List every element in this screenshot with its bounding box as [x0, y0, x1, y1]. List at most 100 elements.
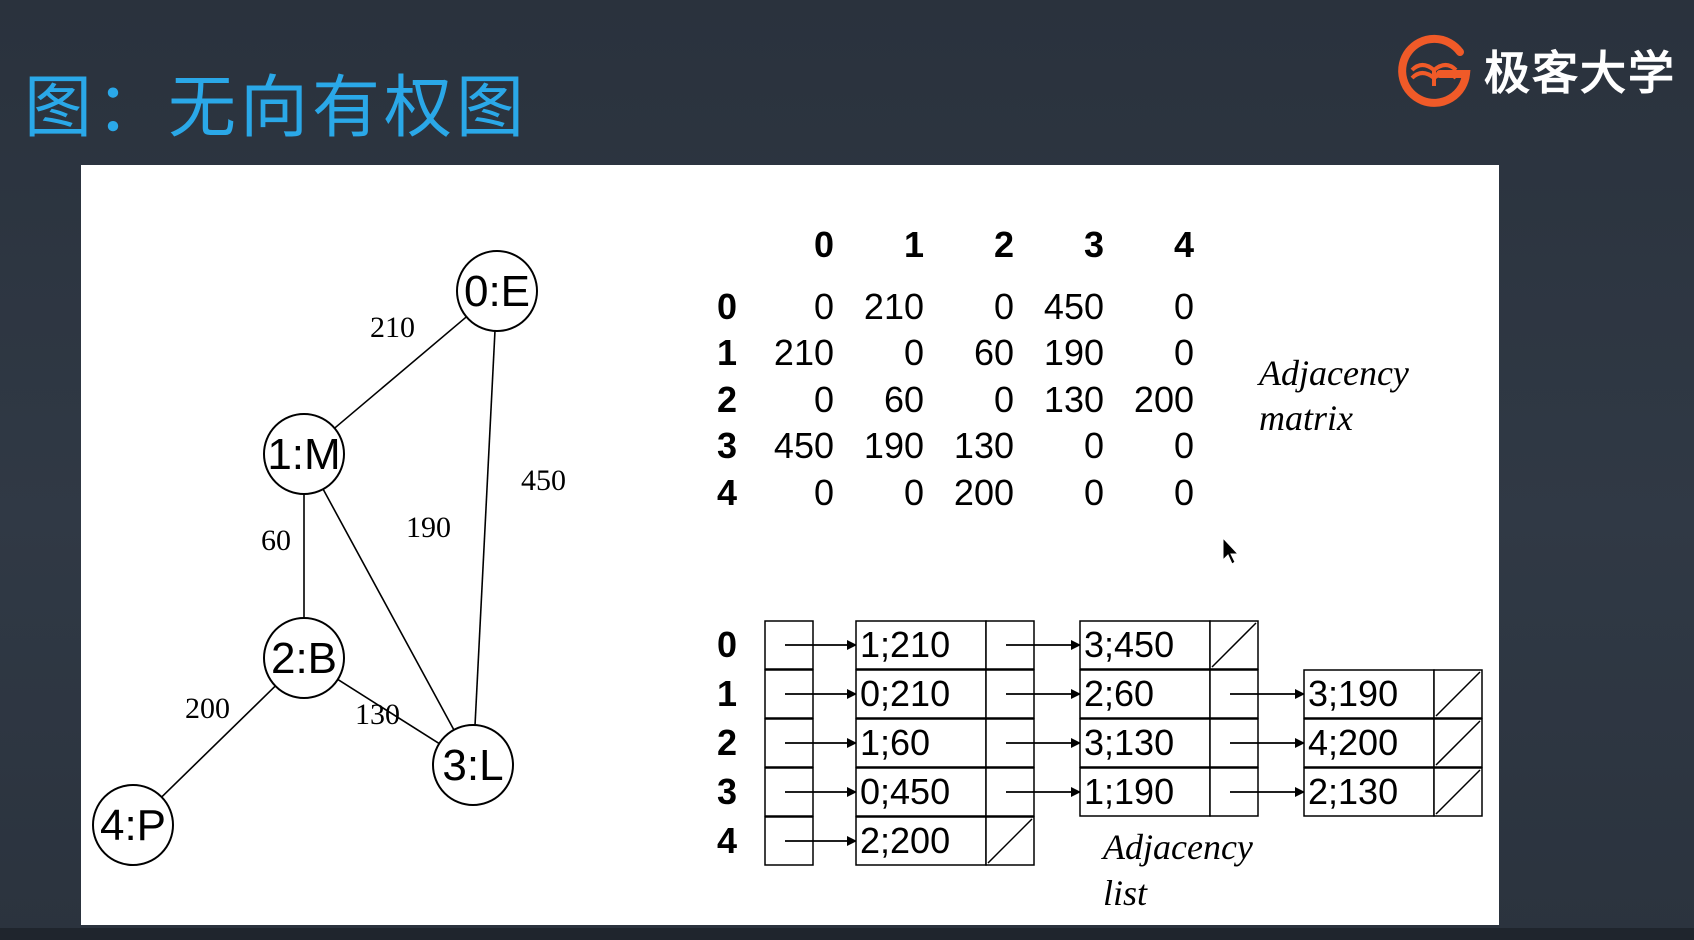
matrix-cell: 210: [774, 332, 834, 373]
null-pointer-slash: [987, 818, 1033, 864]
brand-name: 极客大学: [1484, 46, 1676, 100]
matrix-col-header: 3: [1084, 224, 1104, 265]
matrix-cell: 0: [994, 379, 1014, 420]
matrix-cell: 200: [954, 472, 1014, 513]
list-node-value: [1303, 718, 1435, 768]
list-node-text: 4;200: [1308, 722, 1398, 763]
list-caption: list: [1103, 873, 1148, 913]
graph-drawing: 210 450 60 190 130 200 0:E 1:M 2:B 3:L 4:P: [92, 250, 566, 866]
list-node-value: [1303, 669, 1435, 719]
matrix-row-header: 0: [717, 286, 737, 327]
graph-edge: [337, 678, 440, 745]
matrix-cell: 0: [904, 332, 924, 373]
list-row-label: 3: [717, 771, 737, 812]
list-node-value: [1079, 620, 1211, 670]
graph-node: [263, 617, 345, 699]
list-node-text: 3;130: [1084, 722, 1174, 763]
matrix-cell: 450: [774, 425, 834, 466]
list-node-text: 0;450: [860, 771, 950, 812]
matrix-row-header: 2: [717, 379, 737, 420]
node-label: 0:E: [464, 267, 530, 316]
matrix-cell: 0: [1084, 425, 1104, 466]
edge-weight: 60: [261, 524, 291, 557]
list-node-value: [1079, 767, 1211, 817]
edge-weight: 450: [521, 464, 566, 497]
matrix-col-header: 4: [1174, 224, 1194, 265]
null-pointer-slash: [1435, 769, 1481, 815]
matrix-cell: 0: [1174, 332, 1194, 373]
edge-weight: 200: [185, 692, 230, 725]
list-node-text: 3;450: [1084, 624, 1174, 665]
matrix-caption: Adjacency: [1257, 353, 1409, 393]
matrix-col-header: 2: [994, 224, 1014, 265]
matrix-col-header: 0: [814, 224, 834, 265]
matrix-cell: 0: [1174, 425, 1194, 466]
edge-weight: 210: [370, 311, 415, 344]
node-label: 4:P: [100, 801, 166, 850]
node-label: 1:M: [267, 430, 340, 479]
matrix-cell: 0: [814, 472, 834, 513]
matrix-cell: 450: [1044, 286, 1104, 327]
bottom-bar: [0, 928, 1694, 940]
matrix-cell: 60: [884, 379, 924, 420]
matrix-row-header: 4: [717, 472, 737, 513]
matrix-cell: 0: [814, 379, 834, 420]
list-node-value: [855, 620, 987, 670]
graph-node: [456, 250, 538, 332]
list-node-text: 2;200: [860, 820, 950, 861]
list-row-label: 2: [717, 722, 737, 763]
geekbang-logo-icon: [1398, 34, 1471, 107]
matrix-cell: 200: [1134, 379, 1194, 420]
matrix-col-header: 1: [904, 224, 924, 265]
graph-node: [432, 724, 514, 806]
brand-logo: 极客大学: [1394, 30, 1676, 110]
list-node-value: [855, 669, 987, 719]
list-row-label: 0: [717, 624, 737, 665]
matrix-cell: 0: [1174, 286, 1194, 327]
list-node-value: [1079, 718, 1211, 768]
matrix-cell: 190: [1044, 332, 1104, 373]
list-node-value: [855, 816, 987, 866]
list-node-text: 0;210: [860, 673, 950, 714]
matrix-cell: 0: [994, 286, 1014, 327]
matrix-cell: 0: [904, 472, 924, 513]
matrix-cell: 0: [1174, 472, 1194, 513]
list-node-text: 2;60: [1084, 673, 1154, 714]
matrix-cell: 60: [974, 332, 1014, 373]
matrix-cell: 210: [864, 286, 924, 327]
null-pointer-slash: [1211, 622, 1257, 668]
mouse-cursor-icon: [1222, 536, 1240, 565]
matrix-cell: 130: [1044, 379, 1104, 420]
node-label: 2:B: [271, 634, 337, 683]
list-node-text: 1;190: [1084, 771, 1174, 812]
list-caption: Adjacency: [1101, 827, 1253, 867]
node-label: 3:L: [442, 741, 503, 790]
graph-edge: [161, 685, 276, 798]
graph-edge: [474, 330, 496, 726]
edge-weight: 190: [406, 511, 451, 544]
adjacency-list: 0 1;210 3;450 1 0;210 2;60 3;190 2 1;60 3;130 4;20…: [717, 620, 1483, 913]
matrix-row-header: 1: [717, 332, 737, 373]
adjacency-matrix: 0 1 2 3 4 0 0 210 0 450 0 1 210 0 60 190 0 2 0 60 0 130 200 3 45…: [717, 224, 1409, 513]
matrix-cell: 190: [864, 425, 924, 466]
list-row-label: 4: [717, 820, 737, 861]
matrix-cell: 0: [1084, 472, 1104, 513]
slide-title: 图：无向有权图: [24, 69, 529, 148]
graph-edge: [334, 316, 467, 429]
graph-node: [263, 413, 345, 495]
matrix-cell: 130: [954, 425, 1014, 466]
graph-edge: [322, 488, 455, 731]
list-node-text: 2;130: [1308, 771, 1398, 812]
null-pointer-slash: [1435, 671, 1481, 717]
graph-node: [92, 784, 174, 866]
null-pointer-slash: [1435, 720, 1481, 766]
list-row-label: 1: [717, 673, 737, 714]
matrix-row-header: 3: [717, 425, 737, 466]
list-node-text: 1;60: [860, 722, 930, 763]
edge-weight: 130: [355, 698, 400, 731]
matrix-cell: 0: [814, 286, 834, 327]
matrix-caption: matrix: [1259, 398, 1353, 438]
list-node-text: 1;210: [860, 624, 950, 665]
